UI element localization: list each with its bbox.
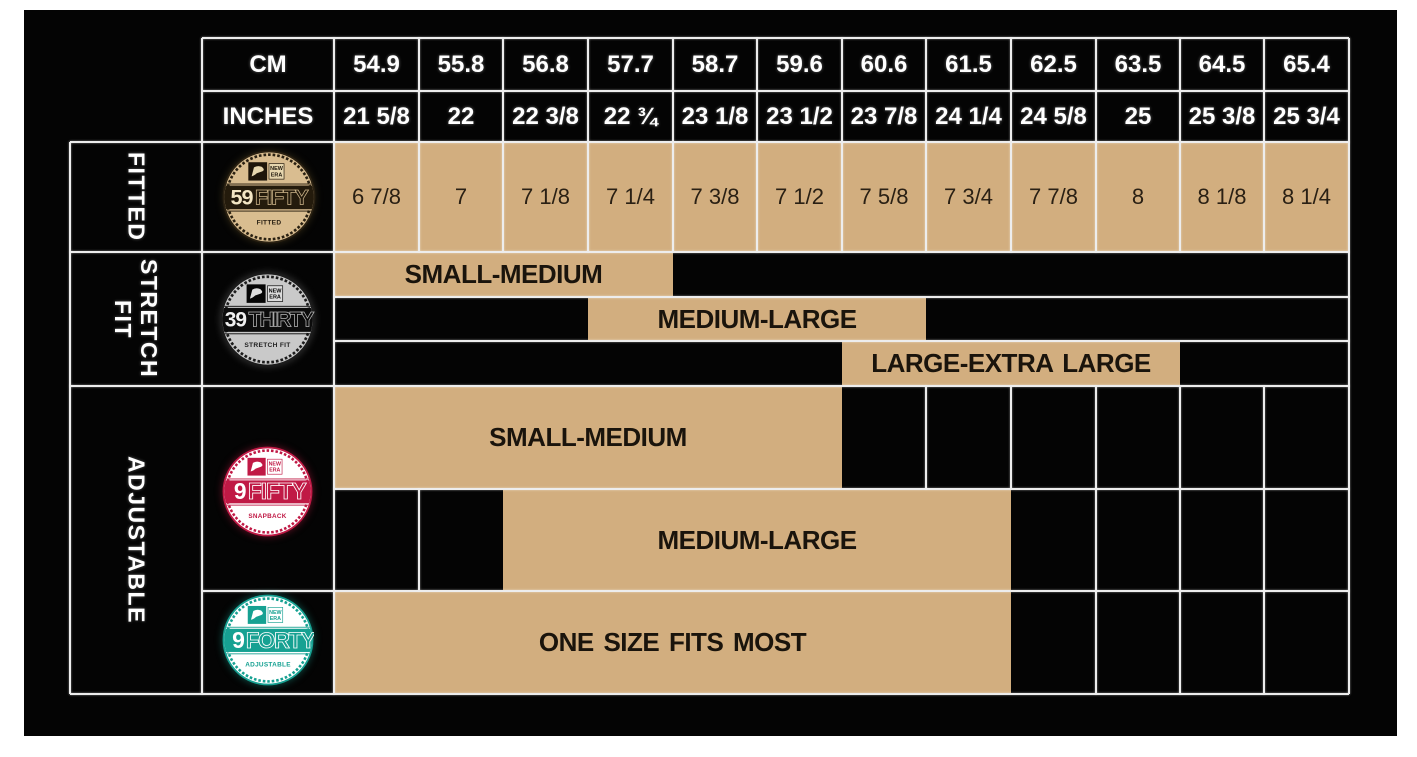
svg-text:FIFTY: FIFTY: [255, 185, 310, 210]
svg-text:NEW: NEW: [269, 610, 282, 616]
svg-text:9: 9: [234, 478, 247, 504]
svg-text:ERA: ERA: [269, 295, 281, 301]
svg-text:THIRTY: THIRTY: [249, 309, 315, 332]
svg-text:NEW: NEW: [269, 288, 283, 294]
svg-text:ERA: ERA: [270, 616, 281, 622]
svg-text:ADJUSTABLE: ADJUSTABLE: [245, 662, 291, 669]
svg-text:NEW: NEW: [270, 166, 284, 172]
svg-text:39: 39: [225, 309, 247, 332]
svg-text:ERA: ERA: [271, 172, 283, 178]
svg-text:SNAPBACK: SNAPBACK: [248, 513, 286, 520]
svg-text:9: 9: [232, 627, 245, 653]
svg-text:59: 59: [230, 185, 253, 210]
svg-text:STRETCH FIT: STRETCH FIT: [244, 342, 290, 349]
svg-text:FORTY: FORTY: [246, 628, 314, 653]
svg-text:FITTED: FITTED: [257, 219, 282, 226]
svg-text:FIFTY: FIFTY: [248, 478, 307, 504]
svg-text:NEW: NEW: [269, 462, 281, 468]
svg-text:ERA: ERA: [269, 467, 280, 473]
